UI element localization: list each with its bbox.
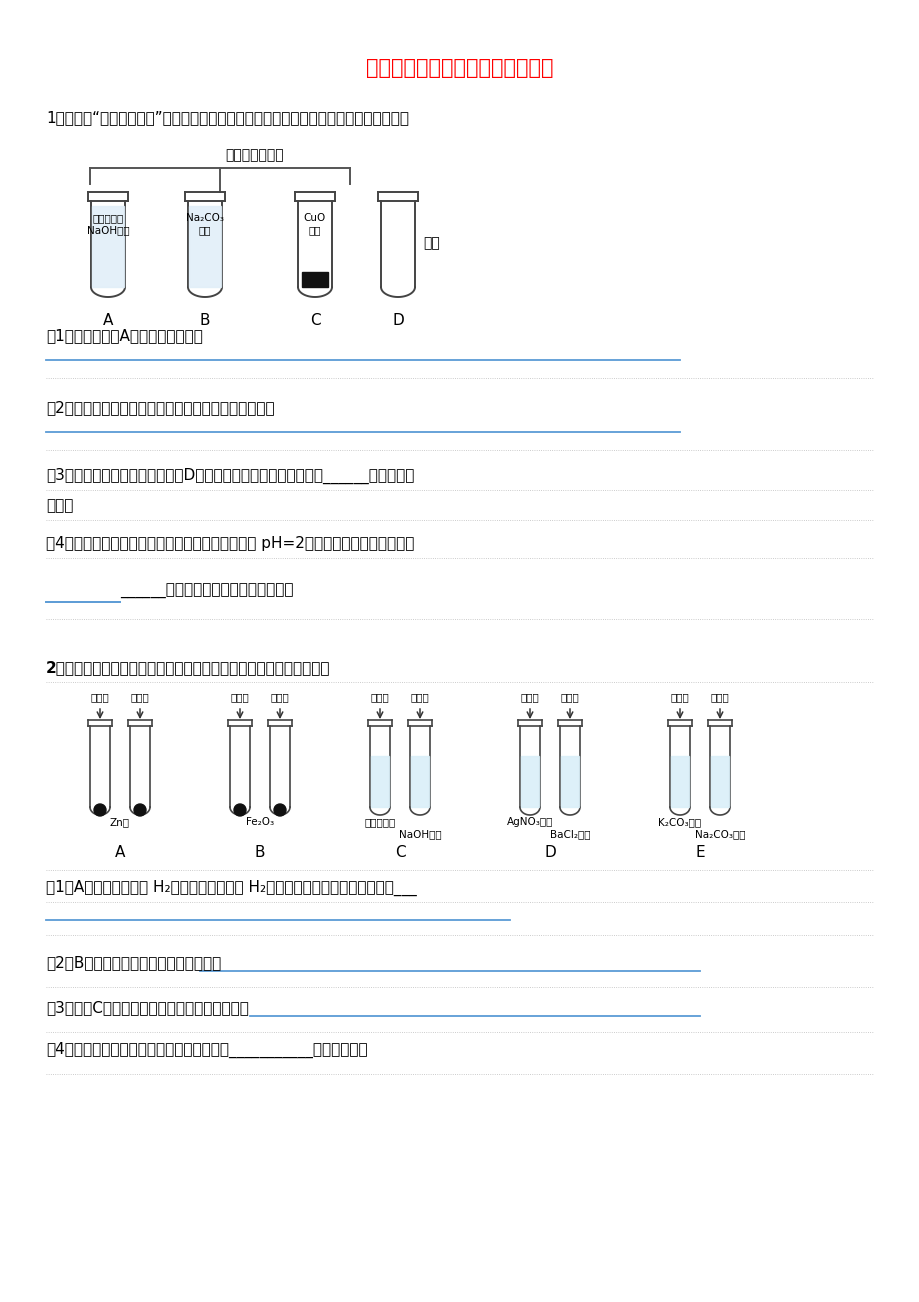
Circle shape [94,805,106,816]
Text: 分别滴加稀盐酸: 分别滴加稀盐酸 [225,148,284,161]
Text: （4）上述五组实验中没有体现酸的通性的是___________（填序号）．: （4）上述五组实验中没有体现酸的通性的是___________（填序号）． [46,1042,368,1059]
Text: 1．为验证“酸的化学通性”，某班同学在实验室进行如下实验．请分析并回答相关问题：: 1．为验证“酸的化学通性”，某班同学在实验室进行如下实验．请分析并回答相关问题： [46,109,409,125]
Text: K₂CO₃溶液: K₂CO₃溶液 [658,816,701,827]
Text: 稀盐酸: 稀盐酸 [231,691,249,702]
Text: 2．某班同学为验证酸的化学通性，做了五组实验．分析并回答问题．: 2．某班同学为验证酸的化学通性，做了五组实验．分析并回答问题． [46,660,330,674]
Text: 可）．: 可）． [46,497,74,513]
Circle shape [233,805,245,816]
Text: 稀硫酸: 稀硫酸 [270,691,289,702]
Polygon shape [561,756,578,807]
Text: （2）写出上述实验中酸与金属氧化物反应的化学方程式: （2）写出上述实验中酸与金属氧化物反应的化学方程式 [46,400,275,415]
Text: Na₂CO₃: Na₂CO₃ [186,214,223,223]
Circle shape [274,805,286,816]
Polygon shape [670,756,688,807]
Text: Na₂CO₃溶液: Na₂CO₃溶液 [694,829,744,838]
Text: 固体: 固体 [423,236,439,250]
Polygon shape [370,756,389,807]
Text: 滴有酚酞的: 滴有酚酞的 [364,816,395,827]
Text: E: E [695,845,704,861]
Text: 溶液: 溶液 [199,225,211,234]
Text: 稀盐酸: 稀盐酸 [520,691,539,702]
Text: 稀硫酸: 稀硫酸 [709,691,729,702]
Text: A: A [103,312,113,328]
Polygon shape [710,756,728,807]
Text: 稀硫酸: 稀硫酸 [410,691,429,702]
Circle shape [134,805,146,816]
Polygon shape [188,206,221,286]
Polygon shape [92,206,124,286]
Text: NaOH溶液: NaOH溶液 [398,829,441,838]
Text: 常见的酸和碱课后习题（复习课）: 常见的酸和碱课后习题（复习课） [366,59,553,78]
Text: D: D [391,312,403,328]
Polygon shape [301,272,328,286]
Text: 稀盐酸: 稀盐酸 [91,691,109,702]
Text: （4）实验完成后，将全部废液倒入废液缸内，测得 pH=2，则废液中所含溶质最多有: （4）实验完成后，将全部废液倒入废液缸内，测得 pH=2，则废液中所含溶质最多有 [46,536,414,551]
Text: C: C [310,312,320,328]
Text: （2）B组试管中实验现象相同，该现象是: （2）B组试管中实验现象相同，该现象是 [46,954,221,970]
Text: D: D [543,845,555,861]
Text: ______种（溶质不计指示剂与气体）．: ______种（溶质不计指示剂与气体）． [119,585,293,599]
Text: CuO: CuO [303,214,325,223]
Text: BaCl₂溶液: BaCl₂溶液 [550,829,590,838]
Text: NaOH溶液: NaOH溶液 [86,225,130,234]
Polygon shape [520,756,539,807]
Text: （3）要全面验证酸的化学通性，D试管中能与酸反应的固体单质是______（写一种即: （3）要全面验证酸的化学通性，D试管中能与酸反应的固体单质是______（写一种… [46,467,414,484]
Text: 稀硫酸: 稀硫酸 [130,691,149,702]
Text: （1）A组试管中都产生 H₂．若要制得较纯的 H₂，选稀硫酸而不选盐酸的原因是___: （1）A组试管中都产生 H₂．若要制得较纯的 H₂，选稀硫酸而不选盐酸的原因是_… [46,880,416,896]
Text: 稀硫酸: 稀硫酸 [560,691,579,702]
Text: 滴加酚酞的: 滴加酚酞的 [92,214,123,223]
Text: B: B [255,845,265,861]
Polygon shape [411,756,428,807]
Text: Fe₂O₃: Fe₂O₃ [245,816,274,827]
Text: A: A [115,845,125,861]
Text: （1）写出能证明A中反应发生的现象: （1）写出能证明A中反应发生的现象 [46,328,203,342]
Text: 稀盐酸: 稀盐酸 [670,691,688,702]
Text: 粉末: 粉末 [309,225,321,234]
Text: （3）写出C组任一试管中发生反应的化学方程式: （3）写出C组任一试管中发生反应的化学方程式 [46,1000,249,1016]
Text: AgNO₃溶液: AgNO₃溶液 [506,816,552,827]
Text: Zn粒: Zn粒 [110,816,130,827]
Text: B: B [199,312,210,328]
Text: C: C [394,845,405,861]
Text: 稀盐酸: 稀盐酸 [370,691,389,702]
